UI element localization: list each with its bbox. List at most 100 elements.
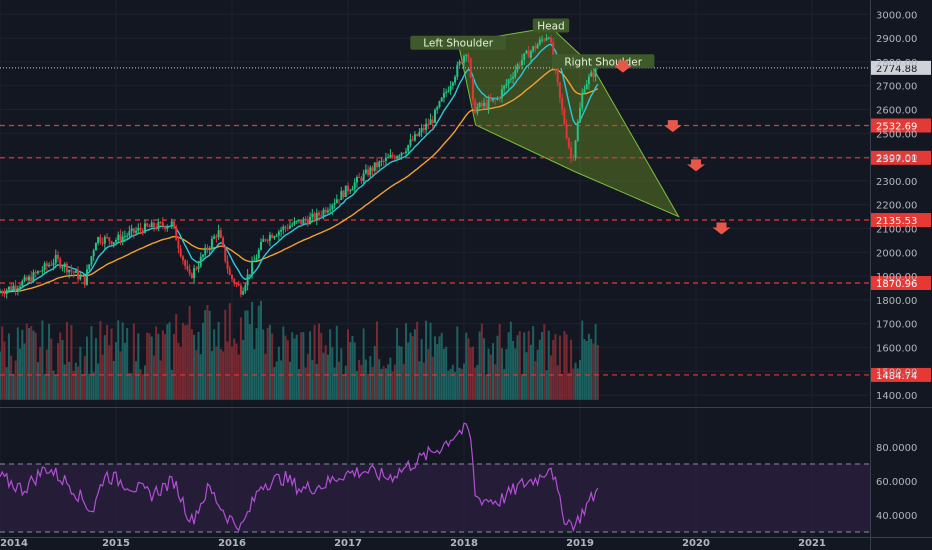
candle-body [257, 249, 260, 258]
candle-body [246, 274, 249, 286]
volume-bar [79, 346, 82, 400]
candle-body [284, 226, 287, 228]
candle-body [456, 64, 459, 77]
candle-body [429, 119, 432, 125]
volume-bar [594, 323, 597, 400]
candle-body [364, 169, 367, 174]
candle-body [61, 267, 64, 269]
volume-bar [451, 364, 454, 400]
volume-bar [224, 309, 227, 400]
candle-body [340, 190, 343, 200]
volume-bar [338, 361, 341, 400]
candle-body [179, 248, 182, 257]
volume-bar [195, 350, 198, 400]
volume-bar [128, 373, 131, 400]
candle-body [59, 258, 62, 268]
candle-body [525, 50, 528, 54]
volume-bar [465, 332, 468, 400]
candle-body [117, 234, 120, 241]
support-label: 2397.01 [876, 154, 917, 165]
candle-body [39, 271, 42, 273]
volume-bar [36, 362, 39, 400]
candle-body [16, 288, 19, 290]
volume-bar [117, 320, 120, 400]
candle-body [108, 237, 111, 242]
volume-bar [126, 328, 129, 400]
candle-body [233, 279, 236, 284]
volume-bar [199, 354, 202, 400]
candle-body [144, 223, 146, 233]
volume-bar [52, 370, 55, 400]
candle-body [304, 218, 307, 221]
candle-body [231, 275, 233, 280]
candle-body [266, 239, 269, 241]
volume-bar [21, 329, 24, 400]
candle-body [242, 291, 245, 295]
candle-body [333, 202, 336, 205]
candle-body [77, 270, 80, 280]
candle-body [152, 222, 155, 228]
volume-bars [0, 300, 599, 400]
volume-bar [304, 367, 307, 400]
candle-body [547, 37, 550, 39]
volume-bar [498, 323, 501, 400]
volume-bar [512, 340, 515, 400]
volume-bar [233, 338, 236, 400]
candle-body [373, 162, 376, 171]
volume-bar [480, 323, 483, 400]
candle-body [19, 286, 22, 289]
candle-body [445, 91, 448, 93]
volume-bar [494, 364, 497, 400]
candle-body [507, 79, 510, 84]
support-label-bg [871, 276, 931, 291]
price-tick-label: 2300.00 [876, 177, 917, 188]
volume-bar [445, 346, 448, 400]
volume-bar [188, 305, 191, 400]
candle-body [217, 230, 220, 238]
volume-bar [355, 371, 358, 400]
candle-body [538, 39, 541, 45]
volume-bar [242, 339, 245, 400]
volume-bar [150, 336, 153, 400]
volume-bar [387, 364, 390, 400]
volume-bar [255, 328, 258, 400]
volume-bar [193, 334, 196, 400]
candle-body [449, 85, 452, 91]
candle-body [371, 167, 374, 171]
volume-bar [547, 330, 550, 400]
candle-body [150, 222, 153, 228]
candle-body [264, 239, 267, 241]
volume-bar [161, 330, 164, 400]
candle-body [34, 272, 37, 274]
volume-bar [235, 343, 238, 400]
volume-bar [74, 362, 77, 400]
candle-body [463, 55, 465, 64]
candle-body [86, 269, 88, 285]
candle-body [407, 145, 410, 152]
candle-body [447, 90, 450, 92]
volume-bar [108, 345, 111, 400]
candle-body [476, 107, 479, 113]
candle-body [123, 236, 126, 238]
candle-body [335, 199, 338, 203]
volume-bar [237, 354, 240, 400]
volume-bar [492, 343, 494, 400]
volume-bar [507, 332, 510, 400]
candle-body [402, 152, 405, 154]
volume-bar [576, 368, 579, 400]
volume-bar [538, 339, 541, 400]
candle-body [262, 239, 265, 242]
candle-body [135, 230, 138, 233]
volume-bar [342, 374, 345, 400]
candle-body [454, 76, 457, 83]
volume-bar [529, 344, 532, 400]
volume-bar [164, 334, 167, 400]
candle-body [344, 185, 347, 198]
volume-bar [503, 369, 506, 400]
volume-bar [204, 310, 207, 400]
volume-bar [456, 326, 459, 400]
volume-bar [376, 321, 378, 400]
candle-body [186, 265, 189, 270]
volume-bar [155, 326, 158, 400]
